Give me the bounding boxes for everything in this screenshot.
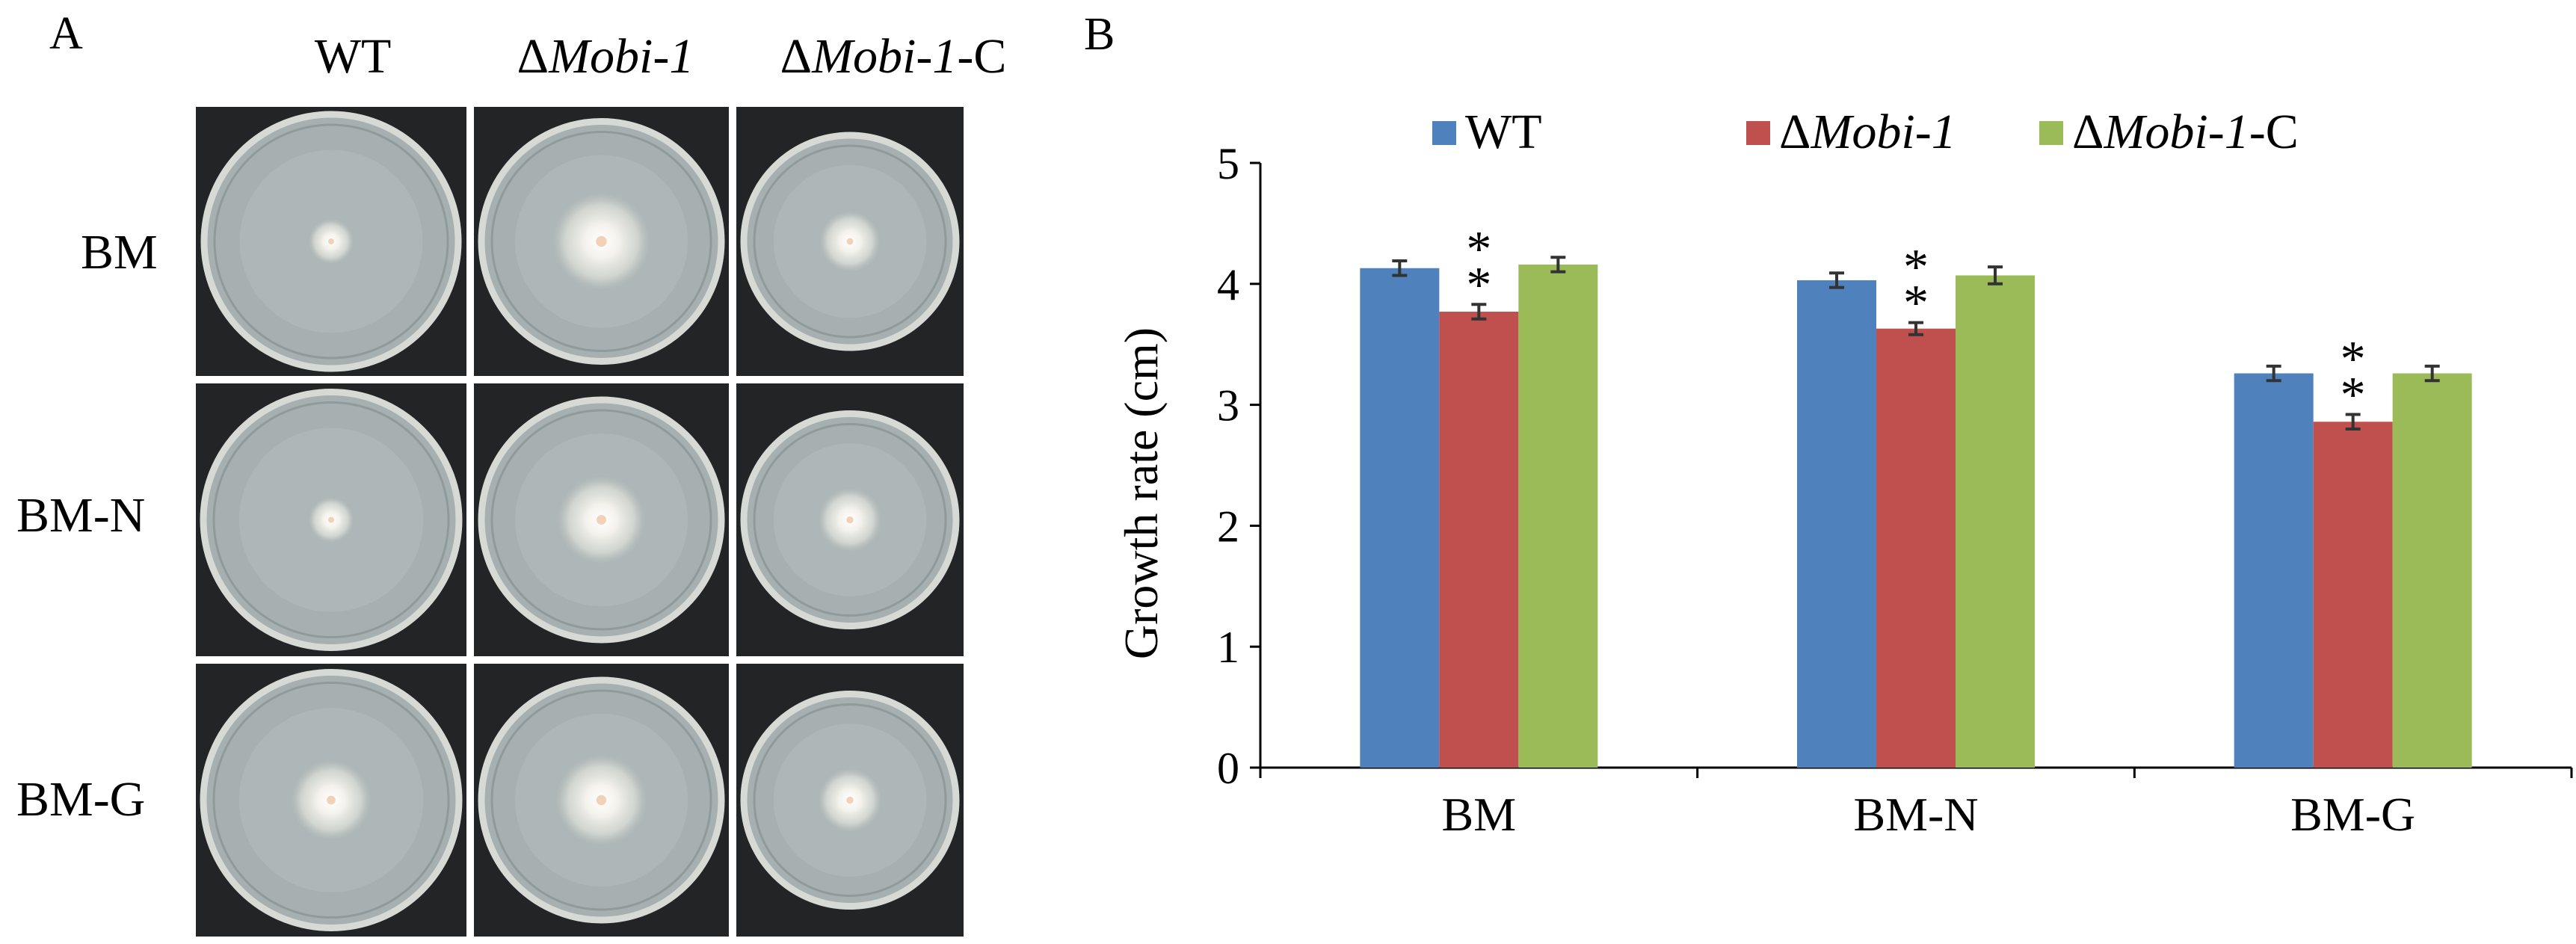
bar	[2392, 373, 2472, 768]
bar	[2234, 373, 2314, 768]
bar	[2313, 422, 2393, 768]
bar	[1360, 268, 1440, 768]
y-tick-label: 1	[1217, 623, 1239, 672]
colony-center	[596, 514, 607, 525]
significance-asterisk: *	[1903, 238, 1929, 295]
row-label-bm: BM	[81, 225, 158, 280]
petri-dish-bm-g-col3	[736, 664, 964, 937]
petri-dish-bm-g-col1	[196, 664, 466, 937]
y-axis-label: Growth rate (cm)	[1115, 327, 1168, 659]
petri-dish-bm-col1	[196, 107, 466, 376]
legend: WT ΔMobi-1 ΔMobi-1-C	[1432, 105, 2299, 159]
petri-dish-bm-n-col1	[196, 383, 466, 656]
x-tick-label: BM	[1442, 788, 1517, 841]
colony-center	[846, 516, 854, 524]
petri-dish-bm-n-col3	[736, 383, 964, 656]
significance-asterisk: *	[2341, 330, 2366, 387]
chart-bars: ** ****	[1360, 220, 2472, 768]
x-tick-label: BM-N	[1853, 788, 1978, 841]
colony-center	[846, 796, 854, 804]
bar	[1876, 328, 1956, 768]
colony-center	[327, 795, 336, 805]
significance-asterisk: *	[1466, 256, 1491, 312]
significance-asterisk: *	[1466, 220, 1491, 277]
column-label-wt: WT	[314, 29, 392, 84]
legend-label: ΔMobi-1-C	[2072, 105, 2299, 159]
petri-dish-bm-col3	[736, 107, 964, 376]
significance-asterisk: *	[2341, 366, 2366, 423]
bar	[1797, 280, 1876, 768]
colony-center	[596, 235, 607, 247]
y-tick-label: 4	[1217, 260, 1239, 309]
petri-dish-grid	[196, 107, 1195, 937]
row-label-bm-n: BM-N	[16, 488, 146, 543]
panel-b-letter: B	[1084, 9, 1115, 60]
petri-dish-bm-n-col2	[474, 383, 729, 656]
row-label-bm-g: BM-G	[16, 772, 146, 827]
colony-center	[328, 238, 334, 244]
panel-a-letter: A	[49, 8, 83, 59]
y-tick-label: 3	[1217, 381, 1239, 431]
y-tick-label: 2	[1217, 502, 1239, 551]
bar	[1439, 312, 1519, 768]
colony-center	[596, 795, 607, 806]
legend-swatch	[2039, 121, 2063, 145]
legend-swatch	[1746, 121, 1770, 145]
column-label-mutant: ΔMobi-1	[517, 29, 694, 84]
column-label-complemented: ΔMobi-1-C	[780, 29, 1007, 84]
x-tick-label: BM-G	[2290, 788, 2415, 841]
colony-center	[846, 238, 854, 245]
legend-swatch	[1432, 121, 1456, 145]
significance-asterisk: *	[1903, 274, 1929, 331]
bar	[1518, 264, 1598, 768]
bar	[1956, 275, 2035, 768]
y-tick-label: 0	[1217, 744, 1239, 793]
petri-dish-bm-g-col2	[474, 664, 729, 937]
y-tick-label: 5	[1217, 139, 1239, 188]
legend-label: ΔMobi-1	[1779, 105, 1956, 159]
colony-center	[328, 516, 334, 523]
petri-dish-bm-col2	[474, 107, 729, 376]
legend-label: WT	[1465, 105, 1542, 159]
